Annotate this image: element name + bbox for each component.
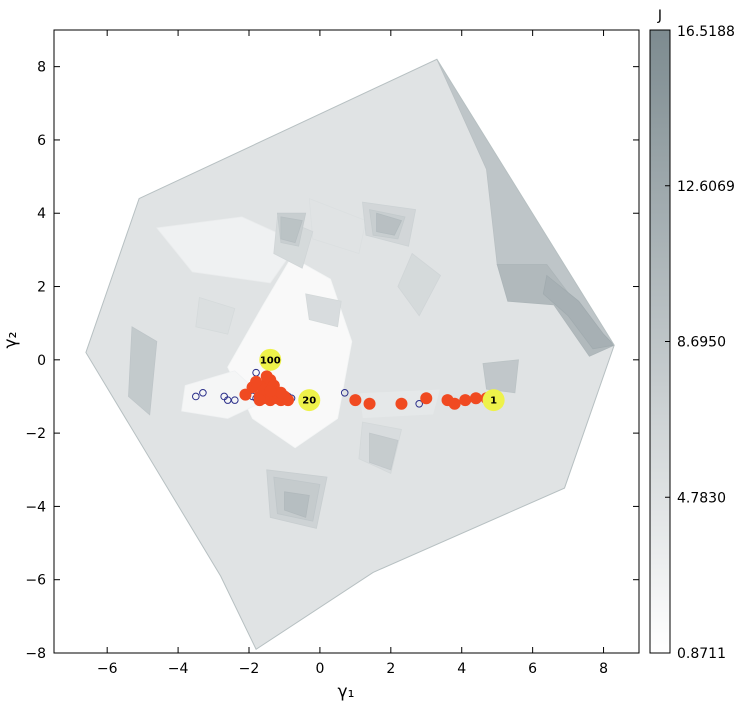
filled-marker-point: [274, 386, 287, 399]
domain-outline: [85, 58, 615, 651]
colorbar: J 16.5188 12.6069 8.6950 4.7830 0.8711: [649, 8, 735, 662]
iteration-label: 1: [490, 396, 497, 407]
contour-region: [482, 359, 519, 394]
iteration-highlight: [259, 348, 282, 371]
colorbar-tick-label: 16.5188: [677, 24, 735, 40]
open-marker-point: [231, 396, 239, 404]
x-tick-label: 0: [315, 661, 324, 677]
iteration-highlight: [482, 389, 505, 412]
iteration-highlight: [298, 389, 321, 412]
y-tick-label: 6: [37, 133, 46, 149]
contour-region: [308, 197, 367, 255]
filled-marker-point: [349, 394, 362, 407]
contour-region: [195, 296, 236, 335]
x-axis: −6 −4 −2 0 2 4 6 8: [97, 30, 608, 677]
colorbar-tick-label: 4.7830: [677, 490, 726, 506]
contour-region: [284, 491, 310, 518]
domain-base: [85, 59, 615, 650]
y-tick-label: −4: [25, 499, 46, 515]
x-tick-label: −2: [239, 661, 260, 677]
contour-region: [542, 274, 615, 350]
iteration-label: 20: [302, 396, 316, 407]
y-tick-label: −8: [25, 646, 46, 662]
y-tick-label: 4: [37, 206, 46, 222]
x-tick-label: 2: [386, 661, 395, 677]
colorbar-label: J: [657, 8, 662, 24]
filled-marker-point: [264, 384, 277, 397]
filled-marker-point: [469, 392, 482, 405]
contour-region: [181, 370, 268, 419]
x-tick-label: 6: [528, 661, 537, 677]
open-marker-point: [340, 389, 349, 397]
y-tick-label: 0: [37, 353, 46, 369]
contour-region: [369, 432, 399, 471]
colorbar-tick-label: 12.6069: [677, 179, 735, 195]
x-tick-label: 4: [457, 661, 466, 677]
x-tick-label: −4: [168, 661, 189, 677]
filled-marker-point: [395, 397, 408, 410]
open-marker-point: [415, 400, 423, 408]
x-tick-label: 8: [599, 661, 608, 677]
filled-marker-point: [260, 370, 273, 383]
contour-region: [376, 212, 403, 236]
y-tick-label: −2: [25, 426, 46, 442]
contour-region: [397, 252, 442, 317]
x-tick-label: −6: [97, 661, 118, 677]
open-marker-point: [192, 392, 200, 401]
x-axis-label: γ₁: [338, 682, 355, 702]
y-axis-label: γ₂: [1, 332, 21, 349]
y-tick-label: −6: [25, 573, 46, 589]
contour-region: [128, 326, 158, 416]
filled-marker-point: [459, 394, 472, 407]
filled-marker-point: [420, 392, 433, 405]
y-axis: −8 −6 −4 −2 0 2 4 6 8: [25, 60, 639, 662]
filled-marker-point: [363, 397, 376, 410]
filled-marker-point: [253, 394, 266, 407]
colorbar-ticks: 16.5188 12.6069 8.6950 4.7830 0.8711: [665, 24, 735, 662]
plot-frame: [53, 29, 640, 654]
data-marks: 1 20 100: [192, 348, 505, 412]
y-tick-label: 8: [37, 60, 46, 76]
contour-region: [280, 216, 303, 244]
contour-region: [305, 293, 342, 328]
contour-region: [156, 216, 300, 284]
open-marker-point: [199, 389, 207, 397]
colorbar-tick-label: 0.8711: [677, 646, 726, 662]
filled-marker-point: [250, 375, 263, 388]
y-tick-label: 2: [37, 280, 46, 296]
colorbar-tick-label: 8.6950: [677, 335, 726, 351]
filled-marker-point: [441, 394, 454, 407]
iteration-label: 100: [260, 355, 281, 366]
